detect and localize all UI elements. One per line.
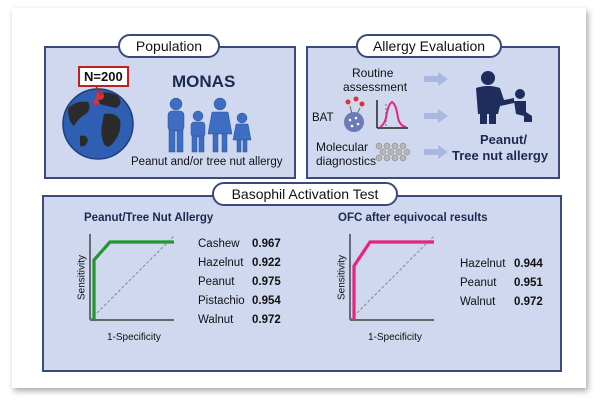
bat-title: Basophil Activation Test bbox=[212, 182, 398, 206]
molecular-label: Molecular bbox=[316, 140, 369, 154]
auc-value: 0.975 bbox=[252, 276, 281, 288]
auc-name: Peanut bbox=[460, 277, 497, 289]
auc-name: Hazelnut bbox=[198, 257, 244, 269]
family-icon bbox=[167, 97, 252, 153]
right-roc-curve bbox=[352, 240, 434, 320]
right-roc-plot bbox=[349, 234, 435, 321]
blood-sample-icon bbox=[344, 96, 365, 132]
population-title: Population bbox=[118, 34, 220, 58]
auc-name: Walnut bbox=[460, 296, 496, 308]
arrow-icon-2 bbox=[424, 109, 448, 123]
auc-name: Peanut bbox=[198, 276, 235, 288]
left-roc-plot bbox=[89, 234, 175, 321]
doctor-patient-icon bbox=[476, 71, 532, 124]
outcome-line2: Tree nut allergy bbox=[452, 148, 549, 163]
routine-label: Routine bbox=[352, 66, 394, 80]
population-caption: Peanut and/or tree nut allergy bbox=[131, 156, 283, 168]
auc-name: Cashew bbox=[198, 238, 240, 250]
auc-value: 0.967 bbox=[252, 238, 281, 250]
auc-value: 0.954 bbox=[252, 295, 281, 307]
arrow-icon-1 bbox=[424, 72, 448, 86]
auc-value: 0.972 bbox=[252, 314, 281, 326]
left-xlabel: 1-Specificity bbox=[107, 332, 161, 343]
right-ylabel: Sensitivity bbox=[336, 255, 348, 301]
left-section-title: Peanut/Tree Nut Allergy bbox=[84, 212, 214, 224]
bat-label: BAT bbox=[312, 112, 334, 124]
auc-name: Hazelnut bbox=[460, 258, 506, 270]
evaluation-title: Allergy Evaluation bbox=[356, 34, 502, 58]
diagnostics-label: diagnostics bbox=[316, 154, 377, 168]
microarray-icon bbox=[375, 142, 411, 162]
auc-value: 0.951 bbox=[514, 277, 543, 289]
right-xlabel: 1-Specificity bbox=[368, 332, 422, 343]
auc-name: Pistachio bbox=[198, 295, 245, 307]
arrow-icon-3 bbox=[424, 145, 448, 159]
auc-name: Walnut bbox=[198, 314, 234, 326]
outcome-line1: Peanut/ bbox=[480, 132, 527, 147]
sample-size-label: N=200 bbox=[78, 66, 129, 87]
assessment-label: assessment bbox=[343, 80, 408, 94]
right-section-title: OFC after equivocal results bbox=[338, 212, 488, 224]
right-roc-diagonal bbox=[349, 235, 435, 321]
auc-value: 0.944 bbox=[514, 258, 543, 270]
flow-plot-icon bbox=[376, 100, 408, 129]
cohort-name: MONAS bbox=[172, 72, 236, 91]
auc-value: 0.972 bbox=[514, 296, 543, 308]
left-ylabel: Sensitivity bbox=[76, 255, 88, 301]
left-roc-curve bbox=[92, 240, 174, 320]
auc-value: 0.922 bbox=[252, 257, 281, 269]
globe-icon bbox=[62, 88, 134, 160]
